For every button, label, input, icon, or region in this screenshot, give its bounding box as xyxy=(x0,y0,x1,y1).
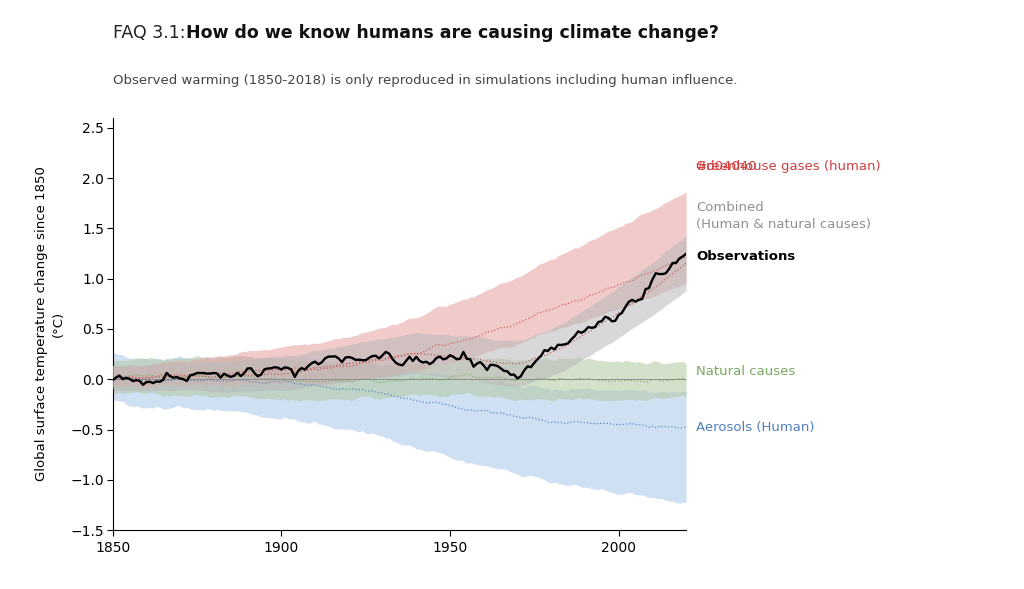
Text: Greenhouse gases (human): Greenhouse gases (human) xyxy=(696,160,881,173)
Text: FAQ 3.1:: FAQ 3.1: xyxy=(113,24,190,42)
Text: How do we know humans are causing climate change?: How do we know humans are causing climat… xyxy=(186,24,719,42)
Text: Observations: Observations xyxy=(696,250,796,263)
Text: Aerosols (Human): Aerosols (Human) xyxy=(696,421,815,434)
Text: #d04040: #d04040 xyxy=(696,160,758,173)
Text: Natural causes: Natural causes xyxy=(696,365,796,378)
Text: Combined
(Human & natural causes): Combined (Human & natural causes) xyxy=(696,201,871,231)
Y-axis label: Global surface temperature change since 1850
(°C): Global surface temperature change since … xyxy=(35,167,66,481)
Text: Observed warming (1850-2018) is only reproduced in simulations including human i: Observed warming (1850-2018) is only rep… xyxy=(113,74,737,87)
